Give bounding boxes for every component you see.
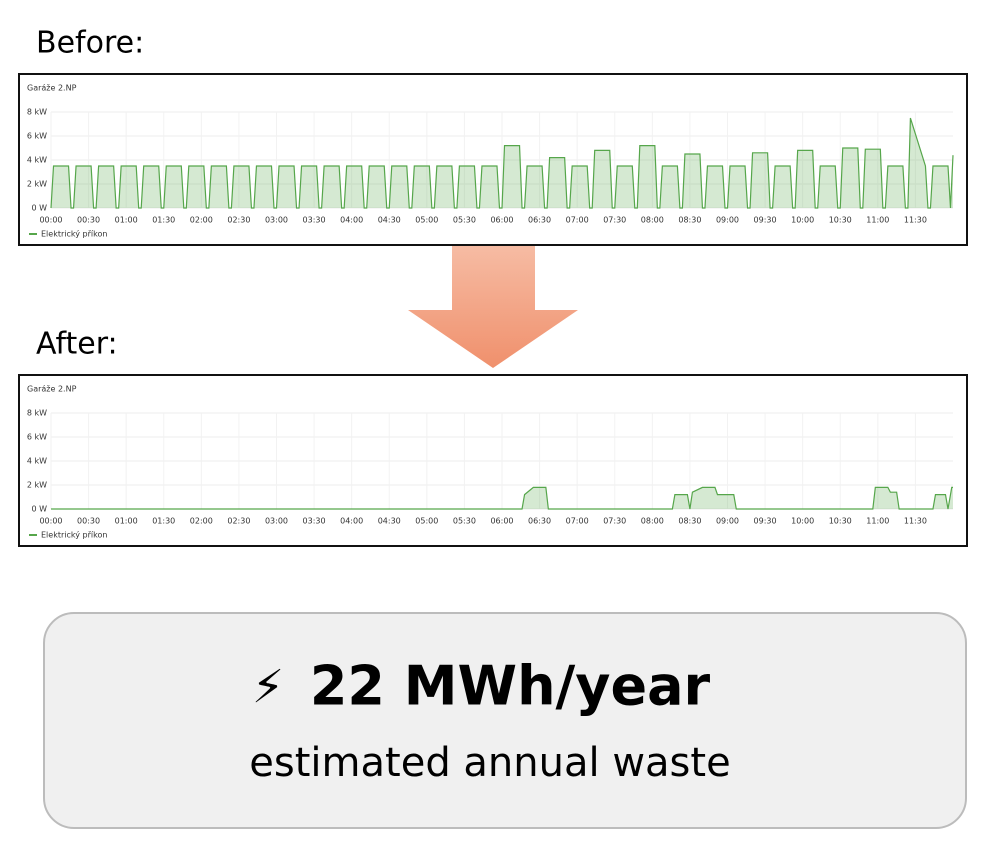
arrow [408,245,578,368]
y-tick-label: 4 kW [27,457,47,466]
x-tick-label: 05:30 [453,517,476,526]
x-tick-label: 03:30 [303,216,326,225]
legend-label: Elektrický příkon [41,230,107,239]
x-tick-label: 02:30 [227,517,250,526]
series-line [51,486,953,510]
x-tick-label: 00:30 [77,517,100,526]
x-tick-label: 08:30 [678,216,701,225]
x-tick-label: 08:00 [641,216,664,225]
x-tick-label: 02:00 [190,216,213,225]
x-tick-label: 07:00 [566,216,589,225]
x-tick-label: 01:30 [152,517,175,526]
x-tick-label: 05:00 [415,216,438,225]
x-tick-label: 01:00 [115,517,138,526]
summary-box [43,612,967,829]
x-tick-label: 10:00 [791,216,814,225]
x-tick-label: 05:00 [415,517,438,526]
x-tick-label: 00:30 [77,216,100,225]
x-tick-label: 06:00 [490,517,513,526]
legend-label: Elektrický příkon [41,531,107,540]
x-tick-label: 00:00 [39,216,62,225]
x-tick-label: 10:30 [829,216,852,225]
x-tick-label: 01:00 [115,216,138,225]
y-tick-label: 8 kW [27,409,47,418]
x-tick-label: 11:30 [904,517,927,526]
x-tick-label: 09:30 [754,216,777,225]
x-tick-label: 09:00 [716,517,739,526]
x-tick-label: 10:00 [791,517,814,526]
x-tick-label: 04:30 [378,517,401,526]
x-tick-label: 05:30 [453,216,476,225]
area-fill [51,487,953,509]
y-tick-label: 2 kW [27,180,47,189]
x-tick-label: 00:00 [39,517,62,526]
x-tick-label: 08:00 [641,517,664,526]
x-tick-label: 03:00 [265,216,288,225]
summary-value: 22 MWh/year [310,655,711,718]
chart: Garáže 2.NP 0 W 2 kW 4 kW 6 kW 8 kW 00:00 00:30… [18,374,968,547]
x-tick-label: 09:00 [716,216,739,225]
chart: Garáže 2.NP 0 W 2 kW 4 kW 6 kW 8 kW 00:00 00:30… [18,73,968,246]
y-tick-label: 8 kW [27,108,47,117]
y-tick-label: 2 kW [27,481,47,490]
x-tick-label: 09:30 [754,517,777,526]
x-tick-label: 11:30 [904,216,927,225]
x-tick-label: 03:00 [265,517,288,526]
y-tick-label: 4 kW [27,156,47,165]
x-tick-label: 04:00 [340,216,363,225]
panel-heading: Before: [36,26,144,61]
y-tick-label: 6 kW [27,132,47,141]
chart-title: Garáže 2.NP [27,84,77,93]
x-tick-label: 07:30 [603,216,626,225]
summary-caption: estimated annual waste [249,740,730,786]
panel-heading: After: [36,327,118,362]
series-line [50,117,954,209]
x-tick-label: 11:00 [866,216,889,225]
x-tick-label: 02:00 [190,517,213,526]
x-tick-label: 06:30 [528,517,551,526]
x-tick-label: 06:00 [490,216,513,225]
summary-icon: ⚡ [252,660,284,714]
x-tick-label: 04:00 [340,517,363,526]
y-tick-label: 6 kW [27,433,47,442]
x-tick-label: 03:30 [303,517,326,526]
x-tick-label: 07:30 [603,517,626,526]
x-tick-label: 04:30 [378,216,401,225]
chart-title: Garáže 2.NP [27,385,77,394]
y-tick-label: 0 W [31,204,47,213]
x-tick-label: 08:30 [678,517,701,526]
x-tick-label: 07:00 [566,517,589,526]
x-tick-label: 11:00 [866,517,889,526]
x-tick-label: 01:30 [152,216,175,225]
x-tick-label: 06:30 [528,216,551,225]
x-tick-label: 02:30 [227,216,250,225]
y-tick-label: 0 W [31,505,47,514]
x-tick-label: 10:30 [829,517,852,526]
